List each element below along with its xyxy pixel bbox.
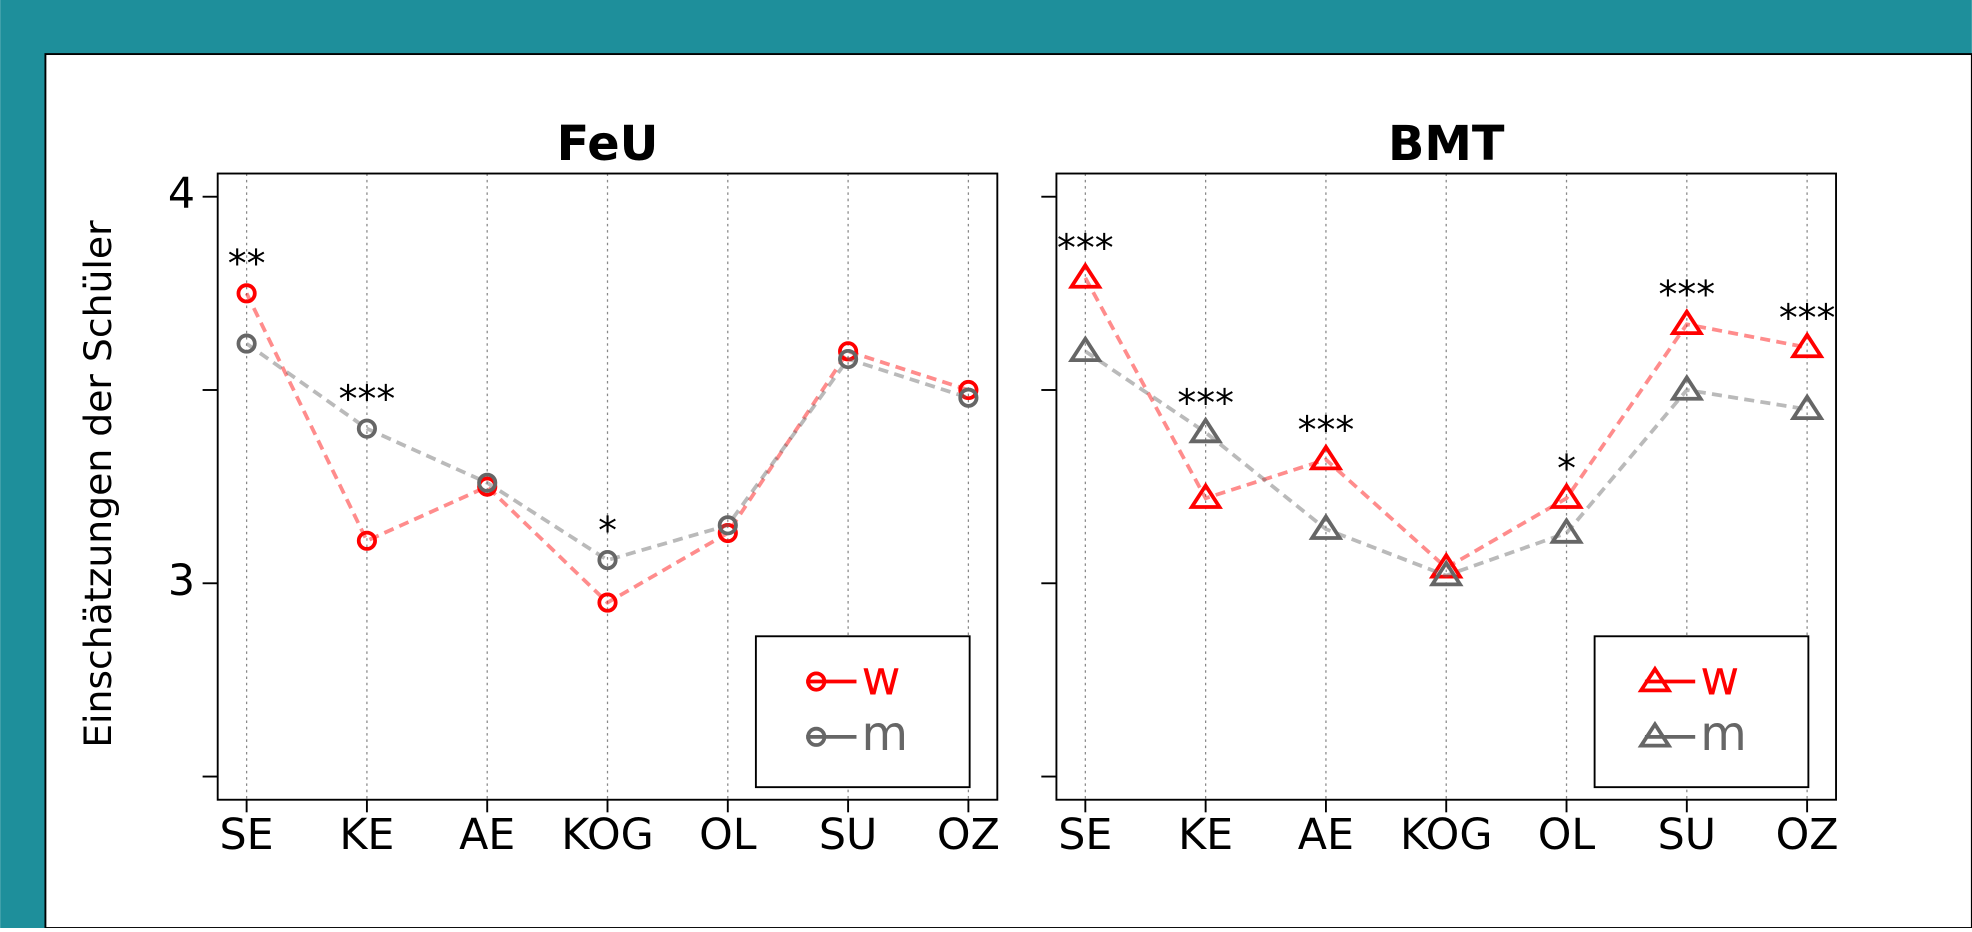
significance: *** — [1298, 407, 1355, 451]
point — [236, 333, 257, 354]
panel — [44, 53, 1972, 929]
legend-label: m — [1700, 707, 1747, 762]
point — [1068, 335, 1103, 363]
series-line — [1083, 276, 1808, 571]
legend-label: w — [862, 652, 901, 707]
point — [958, 379, 979, 401]
x-tick-label: KE — [339, 810, 394, 860]
legend-label: m — [862, 707, 909, 762]
chart-title: BMT — [1388, 117, 1505, 172]
point — [1188, 416, 1223, 444]
point — [838, 341, 859, 362]
x-tick-label: AE — [459, 810, 515, 860]
series-line — [244, 292, 969, 605]
x-tick-label: OZ — [937, 810, 1000, 860]
point — [356, 418, 377, 439]
x-tick-label: KOG — [561, 810, 653, 860]
x-tick-label: KE — [1178, 810, 1233, 860]
significance: ** — [228, 241, 266, 285]
x-tick-label: SU — [819, 810, 877, 860]
point — [356, 530, 377, 551]
significance: *** — [1659, 272, 1716, 316]
point — [1068, 261, 1103, 289]
x-tick-label: SE — [220, 810, 274, 860]
significance: *** — [339, 376, 396, 420]
point — [477, 472, 498, 493]
x-tick-label: OL — [1538, 810, 1596, 860]
point — [1308, 513, 1344, 540]
point — [717, 515, 738, 536]
significance: *** — [1177, 380, 1234, 424]
x-tick-label: SU — [1658, 810, 1716, 860]
point — [1549, 516, 1584, 544]
x-tick-label: OL — [699, 810, 757, 860]
x-tick-label: KOG — [1400, 810, 1492, 860]
point — [806, 726, 827, 747]
x-tick-label: AE — [1298, 810, 1354, 860]
point — [1789, 393, 1825, 421]
point — [1669, 308, 1705, 335]
point — [1549, 482, 1584, 509]
y-tick-label: 4 — [168, 169, 195, 219]
series-line — [1084, 349, 1808, 578]
point — [958, 387, 979, 408]
point — [1308, 443, 1344, 471]
significance: *** — [1057, 226, 1114, 270]
series-line — [245, 342, 969, 563]
chart-title: FeU — [557, 117, 659, 172]
point — [1188, 482, 1223, 509]
legend-label: w — [1700, 652, 1739, 707]
point — [717, 522, 738, 544]
point — [806, 671, 827, 692]
point — [1637, 720, 1673, 748]
y-axis-label: Einschätzungen der Schüler — [76, 220, 120, 748]
point — [1428, 559, 1464, 587]
significance: * — [1557, 446, 1576, 490]
point — [1669, 373, 1705, 401]
point — [597, 592, 618, 613]
point — [1789, 331, 1825, 359]
point — [236, 283, 257, 304]
significance: *** — [1779, 295, 1836, 339]
point — [1637, 665, 1673, 693]
legend-box — [1593, 635, 1810, 789]
x-tick-label: SE — [1058, 810, 1112, 860]
legend-box — [754, 635, 971, 789]
significance: * — [598, 508, 617, 552]
point — [838, 349, 859, 370]
y-tick-label: 3 — [168, 556, 195, 606]
point — [597, 550, 618, 571]
point — [1428, 551, 1464, 579]
x-tick-label: OZ — [1776, 810, 1839, 860]
